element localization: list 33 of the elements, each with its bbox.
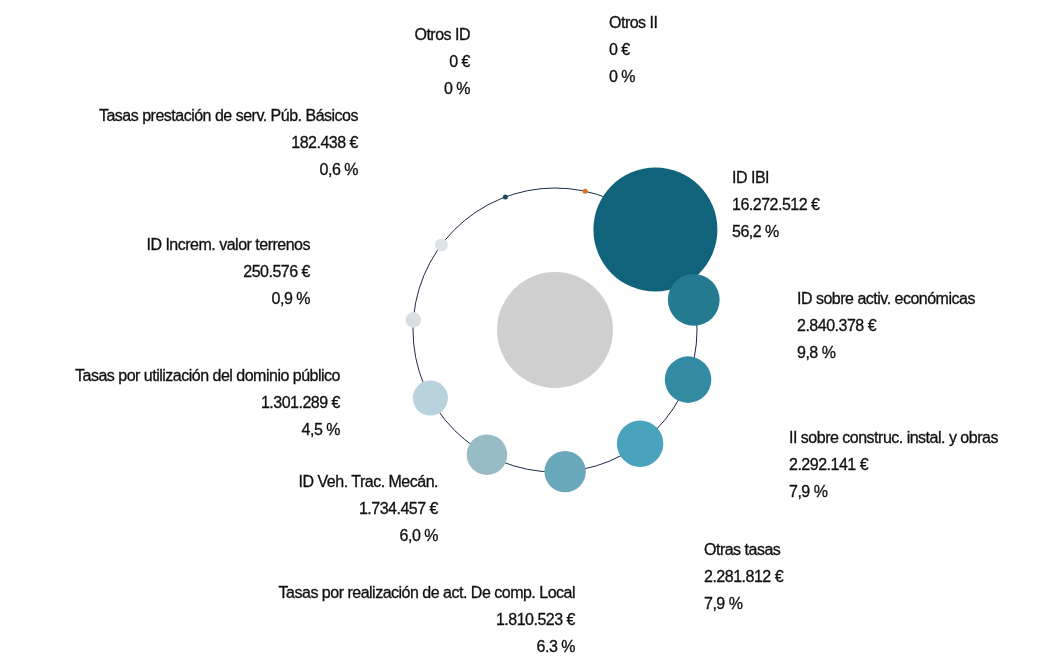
data-label: 1.734.457 € (358, 500, 439, 517)
data-label: 0 € (609, 41, 631, 58)
data-label: 182.438 € (291, 134, 359, 151)
data-label: 7,9 % (789, 483, 828, 500)
data-label: 56,2 % (732, 223, 780, 240)
data-label: 1.301.289 € (260, 394, 341, 411)
data-label: 0,9 % (271, 290, 311, 307)
data-label: 0 % (443, 80, 471, 97)
category-label: Tasas por utilización del dominio público (75, 367, 341, 384)
data-label: 4,5 % (301, 421, 341, 438)
data-label: 2.840.378 € (797, 317, 877, 334)
category-label: ID Increm. valor terrenos (146, 236, 311, 253)
data-label: 6.3 % (536, 638, 576, 655)
data-label: 0 % (609, 68, 636, 85)
category-label: ID IBI (732, 169, 770, 186)
category-label: ID sobre activ. económicas (797, 290, 976, 307)
category-label: Otras tasas (704, 541, 781, 558)
category-label: II sobre construc. instal. y obras (789, 429, 999, 446)
data-label: 250.576 € (243, 263, 311, 280)
data-label: 2.292.141 € (789, 456, 869, 473)
data-label: 1.810.523 € (495, 611, 576, 628)
category-label: ID Veh. Trac. Mecán. (298, 473, 438, 490)
category-label: Otros II (609, 14, 658, 31)
category-label: Tasas prestación de serv. Púb. Básicos (98, 107, 359, 124)
category-label: Tasas por realización de act. De comp. Local (278, 584, 575, 601)
data-label: 16.272.512 € (732, 196, 821, 213)
data-label: 6,0 % (399, 527, 439, 544)
data-label: 7,9 % (704, 595, 743, 612)
data-label: 2.281.812 € (704, 568, 784, 585)
data-label: 0 € (449, 53, 471, 70)
category-label: Otros ID (414, 26, 470, 43)
data-label: 9,8 % (797, 344, 836, 361)
data-label: 0,6 % (319, 161, 359, 178)
